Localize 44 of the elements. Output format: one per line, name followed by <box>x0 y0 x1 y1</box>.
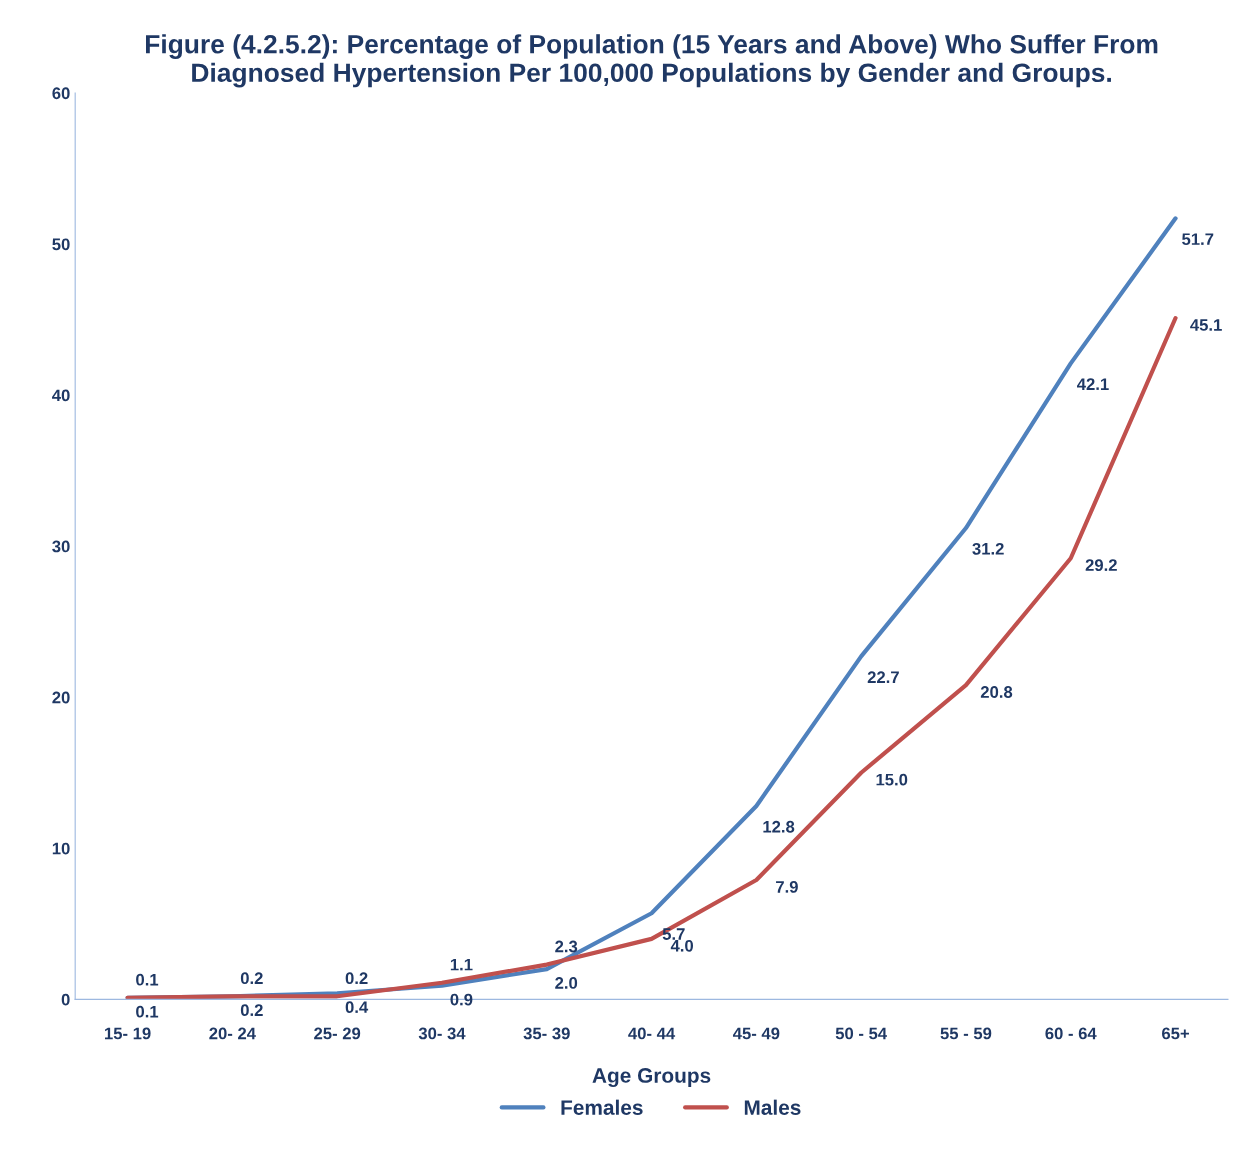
x-tick-label: 20- 24 <box>209 1027 256 1040</box>
data-label: 1.1 <box>450 958 473 971</box>
x-tick-label: 35- 39 <box>523 1027 570 1040</box>
y-tick-label: 60 <box>52 87 70 100</box>
x-tick-label: 55 - 59 <box>940 1027 992 1040</box>
data-label: 2.3 <box>555 940 578 953</box>
legend-label: Females <box>561 1099 643 1115</box>
y-tick-label: 50 <box>52 238 70 251</box>
data-label: 29.2 <box>1085 559 1117 572</box>
data-label: 0.1 <box>136 1005 159 1018</box>
data-label: 0.2 <box>240 972 263 985</box>
x-axis-title: Age Groups <box>592 1068 711 1088</box>
x-tick-label: 25- 29 <box>314 1027 361 1040</box>
data-label: 0.9 <box>450 993 473 1006</box>
data-label: 20.8 <box>980 686 1013 698</box>
data-label: 4.0 <box>670 939 694 952</box>
data-label: 0.2 <box>345 972 368 985</box>
data-label: 5.7 <box>662 928 685 940</box>
y-tick-label: 40 <box>52 389 70 402</box>
y-tick-label: 10 <box>52 842 70 855</box>
y-tick-label: 20 <box>52 691 70 704</box>
x-tick-label: 65+ <box>1162 1027 1189 1040</box>
y-tick-label: 30 <box>52 540 70 553</box>
data-label: 0.4 <box>345 1001 369 1014</box>
data-label: 31.2 <box>972 542 1004 555</box>
x-tick-label: 60 - 64 <box>1045 1027 1097 1040</box>
data-label: 2.0 <box>555 977 578 989</box>
legend-label: Males <box>744 1099 801 1115</box>
x-tick-label: 45- 49 <box>732 1027 780 1040</box>
data-label: 45.1 <box>1190 319 1222 331</box>
y-tick-label: 0 <box>61 993 70 1006</box>
x-tick-label: 40- 44 <box>628 1027 676 1040</box>
data-label: 22.7 <box>867 671 899 683</box>
data-label: 15.0 <box>876 773 908 786</box>
x-tick-label: 15- 19 <box>105 1027 151 1040</box>
data-label: 51.7 <box>1182 233 1214 246</box>
data-label: 12.8 <box>763 820 795 833</box>
data-label: 0.1 <box>136 973 159 986</box>
x-tick-label: 30- 34 <box>418 1027 466 1040</box>
data-label: 7.9 <box>776 880 798 893</box>
data-label: 42.1 <box>1077 378 1109 390</box>
x-tick-label: 50 - 54 <box>835 1027 888 1040</box>
data-label: 0.2 <box>240 1004 263 1017</box>
chart-title: Figure (4.2.5.2): Percentage of Population (15 Years and Above) Who Suffer From Diagnosed Hypertension Per 100,000 Populations by Gender and Groups. <box>146 34 1158 88</box>
